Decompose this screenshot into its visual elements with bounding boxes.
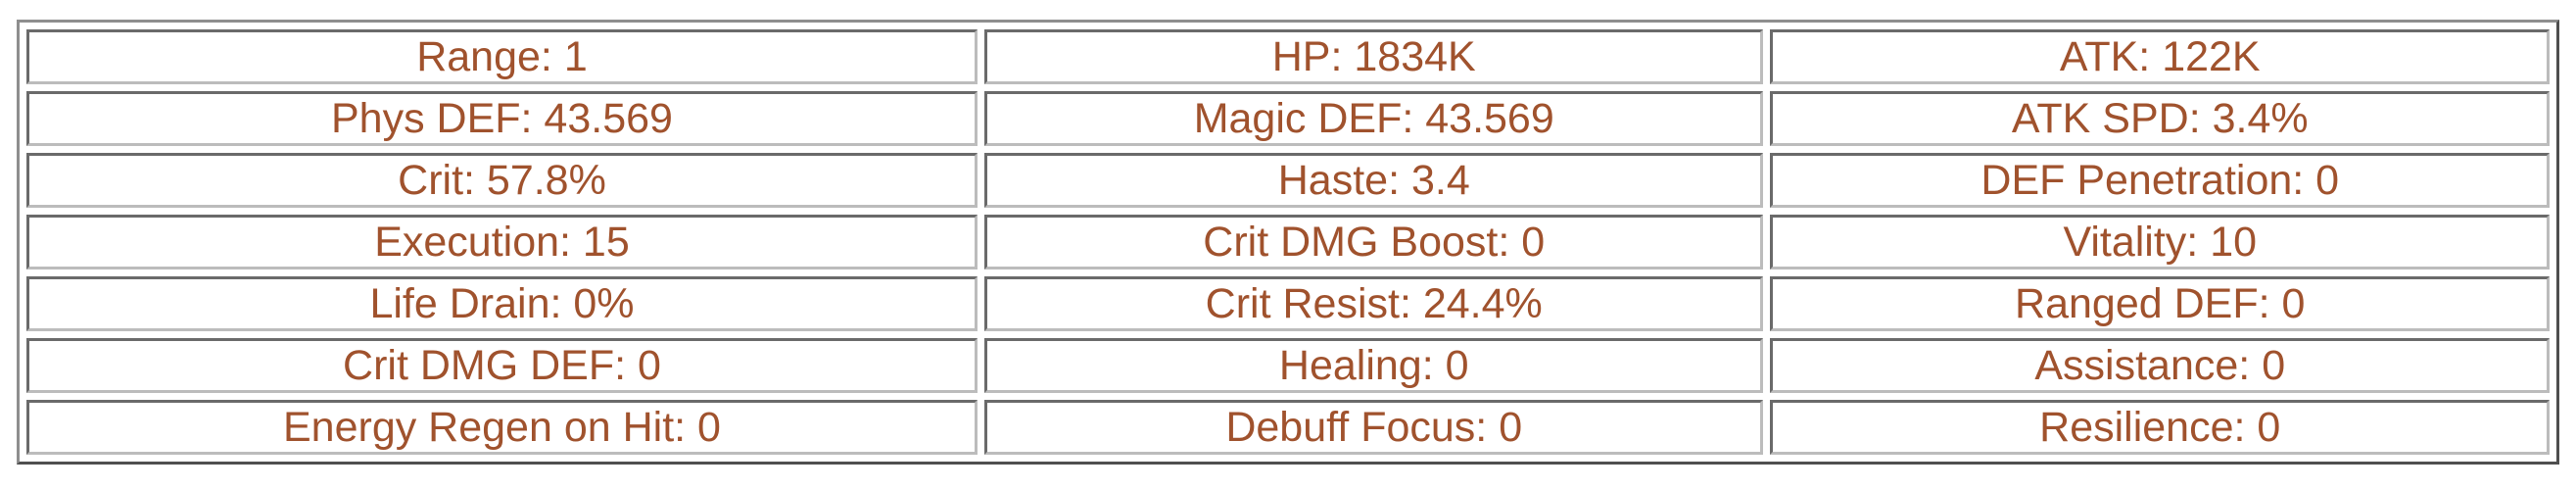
stat-cell-crit-resist: Crit Resist: 24.4%: [983, 276, 1764, 331]
table-row: Life Drain: 0% Crit Resist: 24.4% Ranged…: [26, 276, 2550, 331]
table-row: Crit: 57.8% Haste: 3.4 DEF Penetration: …: [26, 153, 2550, 208]
stat-cell-assistance: Assistance: 0: [1770, 338, 2550, 393]
stat-cell-vitality: Vitality: 10: [1770, 215, 2550, 270]
stat-cell-energy-regen-on-hit: Energy Regen on Hit: 0: [26, 400, 978, 455]
table-row: Range: 1 HP: 1834K ATK: 122K: [26, 29, 2550, 84]
stat-cell-hp: HP: 1834K: [983, 29, 1764, 84]
stat-cell-debuff-focus: Debuff Focus: 0: [983, 400, 1764, 455]
table-row: Execution: 15 Crit DMG Boost: 0 Vitality…: [26, 215, 2550, 270]
stat-cell-healing: Healing: 0: [983, 338, 1764, 393]
table-row: Energy Regen on Hit: 0 Debuff Focus: 0 R…: [26, 400, 2550, 455]
stat-cell-resilience: Resilience: 0: [1770, 400, 2550, 455]
stat-cell-magic-def: Magic DEF: 43.569: [983, 91, 1764, 146]
stat-cell-life-drain: Life Drain: 0%: [26, 276, 978, 331]
table-row: Crit DMG DEF: 0 Healing: 0 Assistance: 0: [26, 338, 2550, 393]
stat-cell-crit-dmg-def: Crit DMG DEF: 0: [26, 338, 978, 393]
stat-cell-crit: Crit: 57.8%: [26, 153, 978, 208]
stat-cell-ranged-def: Ranged DEF: 0: [1770, 276, 2550, 331]
stat-cell-phys-def: Phys DEF: 43.569: [26, 91, 978, 146]
stat-cell-execution: Execution: 15: [26, 215, 978, 270]
stat-cell-atk-spd: ATK SPD: 3.4%: [1770, 91, 2550, 146]
stats-table: Range: 1 HP: 1834K ATK: 122K Phys DEF: 4…: [17, 20, 2559, 465]
table-row: Phys DEF: 43.569 Magic DEF: 43.569 ATK S…: [26, 91, 2550, 146]
stat-cell-def-penetration: DEF Penetration: 0: [1770, 153, 2550, 208]
stat-cell-atk: ATK: 122K: [1770, 29, 2550, 84]
stat-cell-crit-dmg-boost: Crit DMG Boost: 0: [983, 215, 1764, 270]
stat-cell-range: Range: 1: [26, 29, 978, 84]
stats-table-body: Range: 1 HP: 1834K ATK: 122K Phys DEF: 4…: [26, 29, 2550, 455]
stat-cell-haste: Haste: 3.4: [983, 153, 1764, 208]
